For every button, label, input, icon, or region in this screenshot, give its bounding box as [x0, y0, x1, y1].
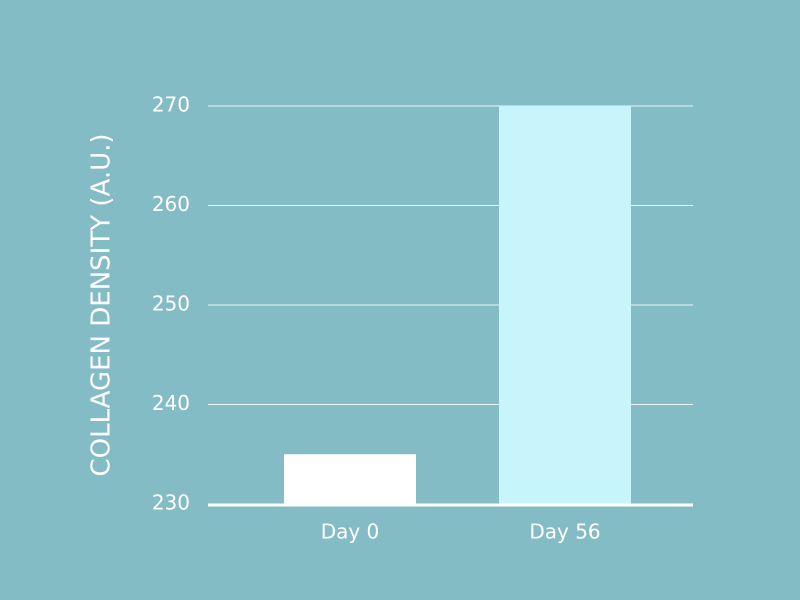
bar [284, 454, 416, 504]
y-tick-label: 260 [152, 192, 190, 216]
y-tick-label: 230 [152, 491, 190, 515]
y-tick-label: 240 [152, 391, 190, 415]
y-tick-label: 270 [152, 93, 190, 117]
y-axis-label: COLLAGEN DENSITY (A.U.) [87, 133, 117, 476]
x-tick-label: Day 0 [321, 520, 380, 544]
bar [499, 106, 631, 504]
x-tick-label: Day 56 [529, 520, 600, 544]
y-tick-label: 250 [152, 292, 190, 316]
